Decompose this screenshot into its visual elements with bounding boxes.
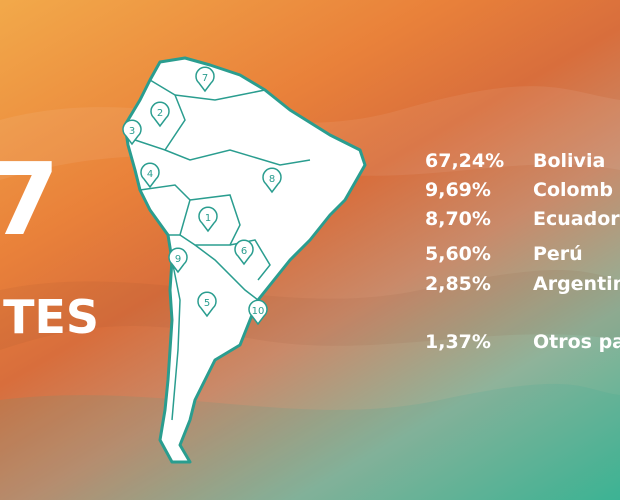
map-marker: 7 bbox=[195, 66, 215, 93]
marker-label: 6 bbox=[241, 246, 247, 257]
map-marker: 3 bbox=[122, 119, 142, 146]
share-country: Bolivia bbox=[533, 150, 606, 172]
marker-label: 1 bbox=[205, 213, 211, 224]
share-percent: 2,85% bbox=[425, 273, 491, 295]
share-country: Ecuador bbox=[533, 208, 620, 230]
map-marker: 5 bbox=[197, 291, 217, 318]
map-marker: 10 bbox=[248, 299, 268, 326]
marker-pin bbox=[140, 162, 160, 189]
share-percent: 1,37% bbox=[425, 331, 491, 353]
share-percent: 67,24% bbox=[425, 150, 505, 172]
map-marker: 8 bbox=[262, 167, 282, 194]
marker-label: 10 bbox=[252, 306, 265, 317]
share-country: Colomb bbox=[533, 179, 613, 201]
share-country: Otros pa bbox=[533, 331, 620, 353]
marker-pin bbox=[198, 206, 218, 233]
share-percent: 5,60% bbox=[425, 243, 491, 265]
marker-label: 2 bbox=[157, 108, 163, 119]
marker-label: 9 bbox=[175, 254, 181, 265]
map-marker: 4 bbox=[140, 162, 160, 189]
marker-pin bbox=[195, 66, 215, 93]
marker-pin bbox=[197, 291, 217, 318]
marker-pin bbox=[150, 101, 170, 128]
map-marker: 2 bbox=[150, 101, 170, 128]
share-percent: 8,70% bbox=[425, 208, 491, 230]
map-marker: 1 bbox=[198, 206, 218, 233]
marker-label: 4 bbox=[147, 169, 153, 180]
marker-pin bbox=[248, 299, 268, 326]
marker-pin bbox=[168, 247, 188, 274]
share-country: Argentin bbox=[533, 273, 620, 295]
map-marker: 6 bbox=[234, 239, 254, 266]
marker-pin bbox=[262, 167, 282, 194]
marker-label: 3 bbox=[129, 126, 135, 137]
marker-label: 5 bbox=[204, 298, 210, 309]
marker-label: 8 bbox=[269, 174, 275, 185]
hero-number: 7 bbox=[0, 141, 60, 258]
share-country: Perú bbox=[533, 243, 583, 265]
marker-pin bbox=[234, 239, 254, 266]
map-marker: 9 bbox=[168, 247, 188, 274]
hero-word: ITES bbox=[0, 290, 100, 344]
marker-label: 7 bbox=[202, 73, 208, 84]
share-percent: 9,69% bbox=[425, 179, 491, 201]
marker-pin bbox=[122, 119, 142, 146]
